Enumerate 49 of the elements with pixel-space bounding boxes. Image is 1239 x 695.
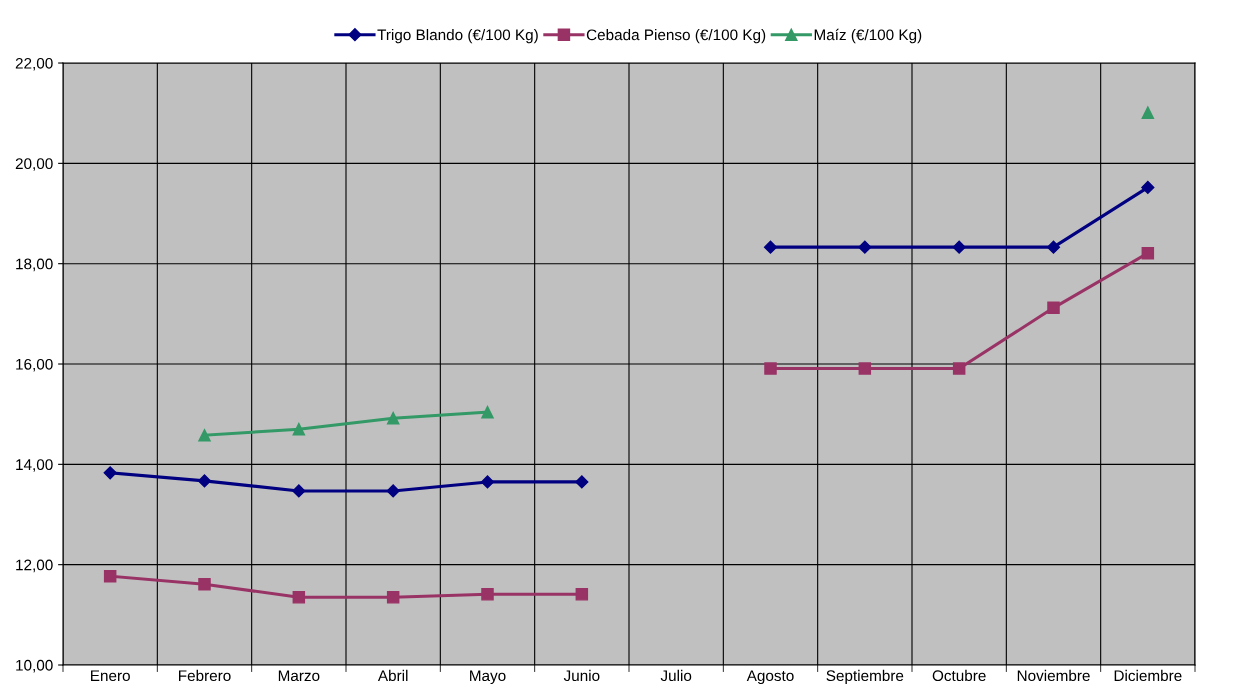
y-tick-label: 22,00: [15, 57, 53, 71]
x-tick-label: Julio: [660, 669, 692, 682]
y-tick-label: 16,00: [16, 358, 53, 372]
point: [1047, 301, 1060, 315]
point: [952, 362, 966, 375]
x-tick-label: Junio: [563, 669, 600, 682]
point: [197, 474, 212, 488]
point: [1141, 246, 1155, 260]
point: [480, 475, 495, 489]
point: [481, 588, 494, 601]
point: [198, 428, 211, 442]
point: [575, 475, 589, 489]
point: [292, 591, 306, 604]
x-tick-label: Diciembre: [1114, 669, 1182, 682]
x-tick-label: Noviembre: [1017, 669, 1090, 682]
point: [858, 362, 872, 375]
y-tick-label: 14,00: [16, 459, 53, 472]
point: [386, 484, 400, 498]
point: [292, 422, 306, 436]
x-tick-label: Enero: [91, 670, 130, 682]
x-tick-label: Abril: [377, 669, 408, 682]
point: [1141, 106, 1155, 119]
y-tick-label: 12,00: [16, 559, 53, 573]
y-tick-label: 20,00: [15, 158, 53, 171]
x-tick-label: Febrero: [179, 669, 231, 682]
point: [103, 569, 117, 583]
point: [198, 577, 211, 591]
x-tick-label: Mayo: [470, 670, 506, 685]
x-tick-label: Agosto: [746, 670, 794, 685]
point: [386, 411, 400, 425]
x-tick-label: Octubre: [932, 669, 986, 682]
legend-label: Cebada Pienso (€/100 Kg): [586, 29, 766, 44]
point: [1141, 180, 1155, 195]
point: [103, 466, 117, 480]
y-tick-label: 18,00: [16, 258, 53, 272]
y-tick-label: 10,00: [16, 659, 53, 673]
legend-label: Maíz (€/100 Kg): [814, 28, 922, 44]
point: [858, 240, 872, 254]
point: [575, 588, 589, 601]
x-tick-label: Marzo: [278, 670, 320, 682]
point: [763, 240, 778, 254]
x-tick-label: Septiembre: [826, 669, 904, 685]
legend-label: Trigo Blando (€/100 Kg): [377, 29, 538, 44]
point: [764, 362, 777, 375]
point: [1046, 240, 1061, 254]
point: [952, 240, 966, 254]
point: [292, 484, 306, 498]
point: [386, 591, 400, 604]
point: [481, 405, 494, 419]
